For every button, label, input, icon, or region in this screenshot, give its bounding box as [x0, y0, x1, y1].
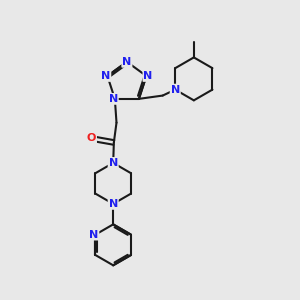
Text: N: N	[109, 94, 118, 104]
Text: N: N	[89, 230, 98, 240]
Text: N: N	[171, 85, 180, 94]
Text: N: N	[143, 71, 153, 81]
Text: O: O	[87, 134, 96, 143]
Text: N: N	[109, 199, 118, 209]
Text: N: N	[109, 158, 118, 168]
Text: N: N	[101, 71, 110, 81]
Text: N: N	[122, 57, 131, 67]
